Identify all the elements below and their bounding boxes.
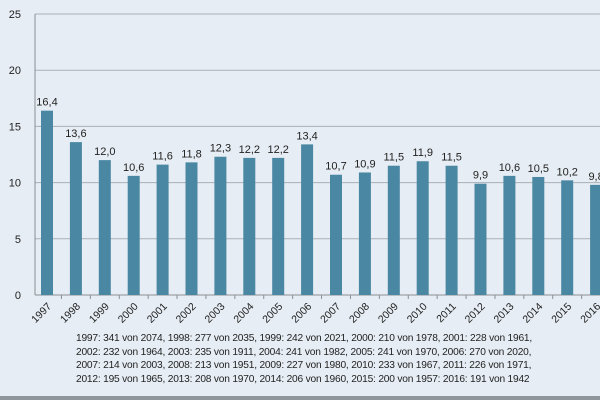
data-label: 10,5 — [528, 163, 549, 175]
bar — [358, 172, 371, 295]
bar — [387, 165, 400, 295]
x-tick-label: 2007 — [318, 301, 343, 326]
x-tick-label: 2008 — [347, 301, 372, 326]
footnote: 1997: 341 von 2074, 1998: 277 von 2035, … — [76, 332, 586, 386]
bar — [98, 160, 111, 295]
data-label: 11,5 — [441, 152, 462, 164]
x-tick-label: 2002 — [174, 301, 199, 326]
bar — [156, 164, 169, 295]
y-tick-label: 5 — [15, 234, 21, 246]
footnote-line: 2012: 195 von 1965, 2013: 208 von 1970, … — [76, 373, 530, 385]
bar — [416, 161, 429, 295]
bar — [272, 157, 285, 295]
bar — [41, 110, 53, 295]
x-tick-label: 2006 — [289, 301, 314, 326]
data-label: 12,2 — [239, 144, 260, 156]
data-label: 10,2 — [556, 166, 577, 178]
x-tick-label: 2015 — [549, 301, 574, 326]
bar — [69, 142, 82, 295]
data-label: 11,9 — [412, 147, 433, 159]
footnote-line: 1997: 341 von 2074, 1998: 277 von 2035, … — [76, 333, 533, 344]
x-tick-label: 1999 — [87, 301, 112, 326]
y-tick-label: 20 — [9, 65, 21, 77]
x-tick-label: 2016 — [578, 301, 600, 326]
x-tick-label: 1997 — [29, 301, 54, 326]
bar — [503, 175, 516, 295]
y-tick-label: 0 — [15, 290, 21, 302]
x-tick-label: 2013 — [492, 301, 517, 326]
bar — [301, 144, 314, 295]
data-label: 9,9 — [473, 170, 488, 182]
x-tick-label: 2011 — [434, 301, 459, 326]
data-label: 12,0 — [94, 146, 115, 158]
x-tick-label: 2012 — [463, 301, 488, 326]
x-tick-label: 2000 — [116, 301, 141, 326]
data-label: 11,5 — [384, 152, 405, 164]
footnote-line: 2007: 214 von 2003, 2008: 213 von 1951, … — [76, 360, 532, 372]
data-label: 16,4 — [36, 97, 57, 109]
footnote-line: 2002: 232 von 1964, 2003: 235 von 1911, … — [76, 346, 532, 358]
x-tick-label: 2001 — [145, 301, 170, 326]
data-label: 10,9 — [354, 158, 375, 170]
data-label: 12,2 — [267, 144, 288, 156]
x-tick-label: 2005 — [260, 301, 285, 326]
bar — [474, 183, 487, 295]
y-tick-label: 10 — [9, 178, 21, 190]
bar — [127, 175, 140, 295]
x-tick-label: 2010 — [405, 301, 430, 326]
x-tick-label: 2003 — [203, 301, 228, 326]
bar — [214, 156, 227, 295]
data-label: 9,8 — [588, 171, 600, 183]
bar — [445, 165, 458, 295]
x-tick-label: 1998 — [58, 301, 83, 326]
data-label: 10,6 — [123, 162, 144, 174]
data-label: 10,7 — [325, 161, 346, 173]
data-label: 11,8 — [181, 148, 202, 160]
y-tick-label: 25 — [9, 9, 21, 21]
bar — [532, 176, 545, 295]
bar — [243, 157, 256, 295]
bar — [590, 184, 600, 295]
x-tick-label: 2014 — [520, 301, 545, 326]
data-label: 11,6 — [152, 151, 173, 163]
x-tick-label: 2004 — [231, 301, 256, 326]
x-tick-label: 2009 — [376, 301, 401, 326]
data-label: 10,6 — [499, 162, 520, 174]
data-label: 13,4 — [296, 130, 317, 142]
bar — [185, 162, 198, 295]
bottom-border — [0, 396, 600, 400]
data-label: 12,3 — [210, 143, 231, 155]
bar — [330, 174, 342, 295]
data-label: 13,6 — [65, 128, 86, 140]
y-tick-label: 15 — [9, 121, 21, 133]
bar — [561, 180, 574, 295]
